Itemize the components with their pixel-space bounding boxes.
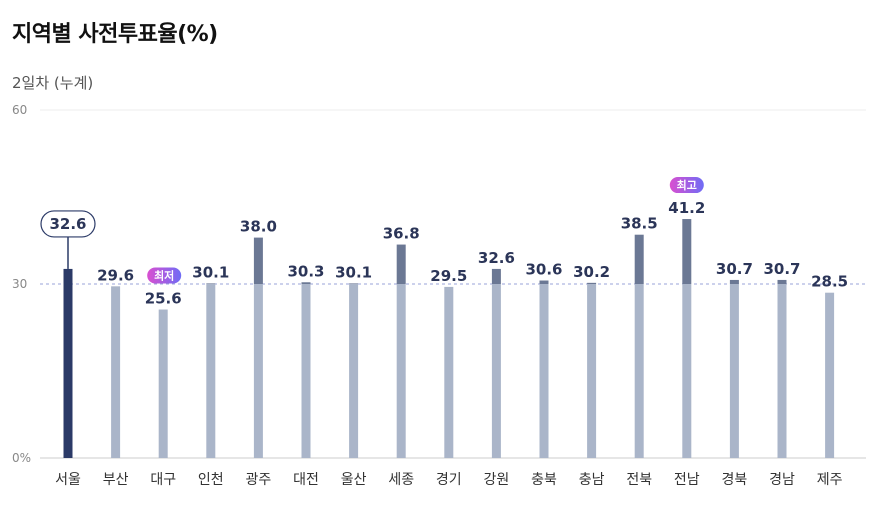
bar-excess-인천 <box>206 283 216 284</box>
data-label: 38.0 <box>240 218 277 236</box>
x-tick-label: 전북 <box>626 472 652 488</box>
x-tick-label: 대구 <box>150 472 176 488</box>
bar-세종 <box>396 284 406 458</box>
bar-excess-울산 <box>349 283 359 284</box>
bar-대구 <box>158 309 168 458</box>
y-tick-label: 60 <box>12 103 27 117</box>
bar-서울 <box>63 268 73 458</box>
bar-excess-전북 <box>634 234 644 284</box>
y-tick-label: 30 <box>12 277 27 291</box>
x-tick-label: 충북 <box>531 472 557 488</box>
bar-excess-전남 <box>682 219 692 284</box>
bar-제주 <box>825 292 835 458</box>
badge-대구 <box>147 267 182 284</box>
data-label: 30.2 <box>573 263 610 281</box>
bar-경남 <box>777 284 787 458</box>
x-tick-label: 제주 <box>817 472 843 488</box>
y-tick-label: 0% <box>12 451 31 465</box>
bar-excess-경북 <box>729 279 739 284</box>
data-label: 32.6 <box>478 249 515 267</box>
bar-강원 <box>491 284 501 458</box>
badge-label: 최저 <box>154 269 174 283</box>
data-label: 28.5 <box>811 273 848 291</box>
data-label: 30.7 <box>763 260 800 278</box>
bar-광주 <box>253 284 263 458</box>
x-tick-label: 전남 <box>674 472 700 488</box>
x-tick-label: 경남 <box>769 472 795 488</box>
bar-전남 <box>682 284 692 458</box>
data-label: 30.7 <box>716 260 753 278</box>
x-tick-label: 강원 <box>484 472 510 488</box>
x-tick-label: 서울 <box>55 472 81 488</box>
callout-box <box>40 210 96 238</box>
x-tick-label: 인천 <box>198 472 224 488</box>
bar-충남 <box>587 284 597 458</box>
bar-부산 <box>111 286 121 458</box>
x-tick-label: 경기 <box>436 472 462 488</box>
data-label: 30.6 <box>525 261 562 279</box>
bar-전북 <box>634 284 644 458</box>
bar-excess-광주 <box>253 237 263 284</box>
chart-subtitle: 2일차 (누계) <box>12 74 94 92</box>
data-label: 32.6 <box>49 215 86 233</box>
badge-전남 <box>669 177 704 194</box>
bar-excess-세종 <box>396 244 406 284</box>
bar-대전 <box>301 284 311 458</box>
x-tick-label: 경북 <box>722 472 748 488</box>
bars <box>40 210 835 458</box>
bar-excess-강원 <box>491 268 501 284</box>
x-tick-label: 광주 <box>246 472 272 488</box>
x-tick-label: 세종 <box>388 472 414 488</box>
badge-label: 최고 <box>677 178 697 192</box>
bar-울산 <box>349 284 359 458</box>
x-tick-label: 울산 <box>341 472 367 488</box>
bar-경기 <box>444 286 454 458</box>
bar-인천 <box>206 284 216 458</box>
bar-excess-충북 <box>539 280 549 284</box>
data-label: 30.1 <box>335 263 372 281</box>
data-label: 29.6 <box>97 266 134 284</box>
bar-excess-대전 <box>301 282 311 284</box>
chart-title: 지역별 사전투표율(%) <box>12 22 218 47</box>
data-label: 29.5 <box>430 267 467 285</box>
bar-충북 <box>539 284 549 458</box>
bar-excess-충남 <box>587 282 597 284</box>
x-tick-label: 대전 <box>293 472 319 488</box>
x-tick-label: 충남 <box>579 472 605 488</box>
data-label: 41.2 <box>668 199 705 217</box>
data-label: 38.5 <box>621 215 658 233</box>
data-label: 30.1 <box>192 263 229 281</box>
labels: 0% 30 60 서울 32.6 부산 29.6 대구 25.6 인천 30.1 광주 38.0 대전 30… <box>12 103 848 488</box>
bar-경북 <box>729 284 739 458</box>
data-label: 25.6 <box>145 290 182 308</box>
x-tick-label: 부산 <box>103 472 129 488</box>
data-label: 36.8 <box>383 225 420 243</box>
data-label: 30.3 <box>287 262 324 280</box>
bar-excess-경남 <box>777 279 787 284</box>
